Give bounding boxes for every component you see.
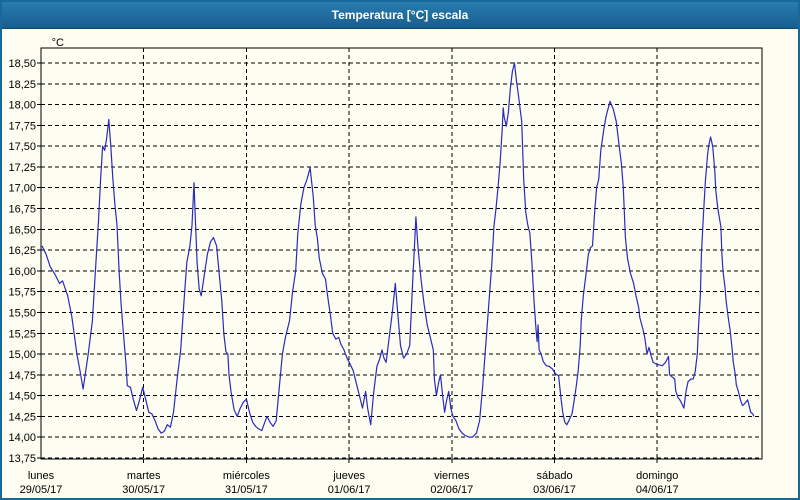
y-tick-label: 13,75 <box>8 453 36 465</box>
date-label: 03/06/17 <box>533 484 576 496</box>
y-tick-label: 16,25 <box>8 245 36 257</box>
y-tick-label: 14,00 <box>8 432 36 444</box>
y-tick-label: 17,00 <box>8 183 36 195</box>
plot-border <box>40 47 763 460</box>
y-tick-label: 15,00 <box>8 349 36 361</box>
chart-area: 18,50 18,25 18,00 17,75 17,50 17,25 17,00 16,75… <box>2 29 798 498</box>
y-tick-label: 17,25 <box>8 162 36 174</box>
y-tick-label: 14,25 <box>8 411 36 423</box>
y-tick-label: 16,75 <box>8 204 36 216</box>
temperature-line <box>41 62 755 438</box>
y-tick-label: 15,75 <box>8 287 36 299</box>
temperature-chart: 18,50 18,25 18,00 17,75 17,50 17,25 17,00 16,75… <box>8 37 763 496</box>
y-tick-label: 14,75 <box>8 370 36 382</box>
y-tick-label: 16,00 <box>8 266 36 278</box>
date-label: 02/06/17 <box>430 484 473 496</box>
day-label: lunes <box>28 470 55 482</box>
y-axis-unit-label: °C <box>52 37 64 49</box>
day-label: sábado <box>536 470 572 482</box>
date-label: 04/06/17 <box>636 484 679 496</box>
date-label: 29/05/17 <box>20 484 63 496</box>
day-label: domingo <box>636 470 678 482</box>
y-tick-label: 18,00 <box>8 100 36 112</box>
y-tick-label: 17,75 <box>8 120 36 132</box>
y-tick-label: 18,50 <box>8 58 36 70</box>
date-label: 30/05/17 <box>122 484 165 496</box>
day-label: viernes <box>434 470 470 482</box>
window-title-bar[interactable]: Temperatura [°C] escala <box>2 2 798 29</box>
day-label: miércoles <box>223 470 271 482</box>
y-tick-label: 16,50 <box>8 224 36 236</box>
date-label: 31/05/17 <box>225 484 268 496</box>
day-label: martes <box>127 470 161 482</box>
y-tick-label: 15,25 <box>8 328 36 340</box>
y-tick-label: 15,50 <box>8 307 36 319</box>
y-tick-label: 17,50 <box>8 141 36 153</box>
y-tick-label: 18,25 <box>8 79 36 91</box>
y-tick-label: 14,50 <box>8 391 36 403</box>
day-label: jueves <box>332 470 365 482</box>
window-title: Temperatura [°C] escala <box>331 8 469 22</box>
date-label: 01/06/17 <box>328 484 371 496</box>
